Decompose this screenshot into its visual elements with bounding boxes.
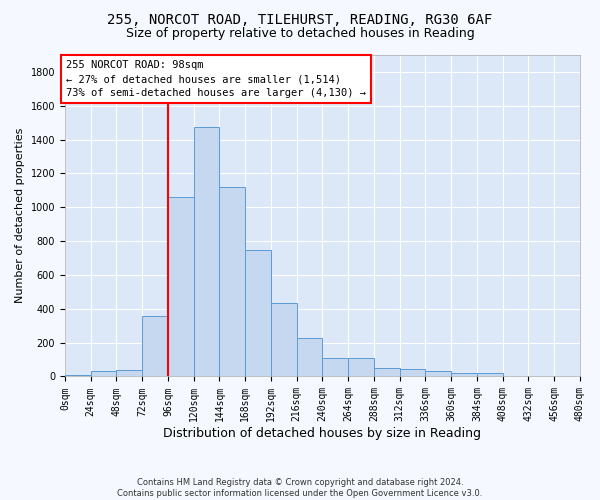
Bar <box>245 250 271 376</box>
Y-axis label: Number of detached properties: Number of detached properties <box>15 128 25 304</box>
X-axis label: Distribution of detached houses by size in Reading: Distribution of detached houses by size … <box>163 427 481 440</box>
Bar <box>194 127 220 376</box>
Bar <box>296 338 322 376</box>
Bar <box>477 373 503 376</box>
Bar <box>142 316 168 376</box>
Text: 255, NORCOT ROAD, TILEHURST, READING, RG30 6AF: 255, NORCOT ROAD, TILEHURST, READING, RG… <box>107 12 493 26</box>
Bar <box>374 368 400 376</box>
Bar <box>91 370 116 376</box>
Text: Size of property relative to detached houses in Reading: Size of property relative to detached ho… <box>125 28 475 40</box>
Bar <box>322 358 348 376</box>
Bar <box>220 187 245 376</box>
Bar <box>400 369 425 376</box>
Bar <box>425 372 451 376</box>
Bar <box>65 375 91 376</box>
Bar <box>271 303 296 376</box>
Bar <box>451 373 477 376</box>
Text: 255 NORCOT ROAD: 98sqm
← 27% of detached houses are smaller (1,514)
73% of semi-: 255 NORCOT ROAD: 98sqm ← 27% of detached… <box>66 60 366 98</box>
Text: Contains HM Land Registry data © Crown copyright and database right 2024.
Contai: Contains HM Land Registry data © Crown c… <box>118 478 482 498</box>
Bar <box>116 370 142 376</box>
Bar <box>348 358 374 376</box>
Bar <box>168 197 194 376</box>
